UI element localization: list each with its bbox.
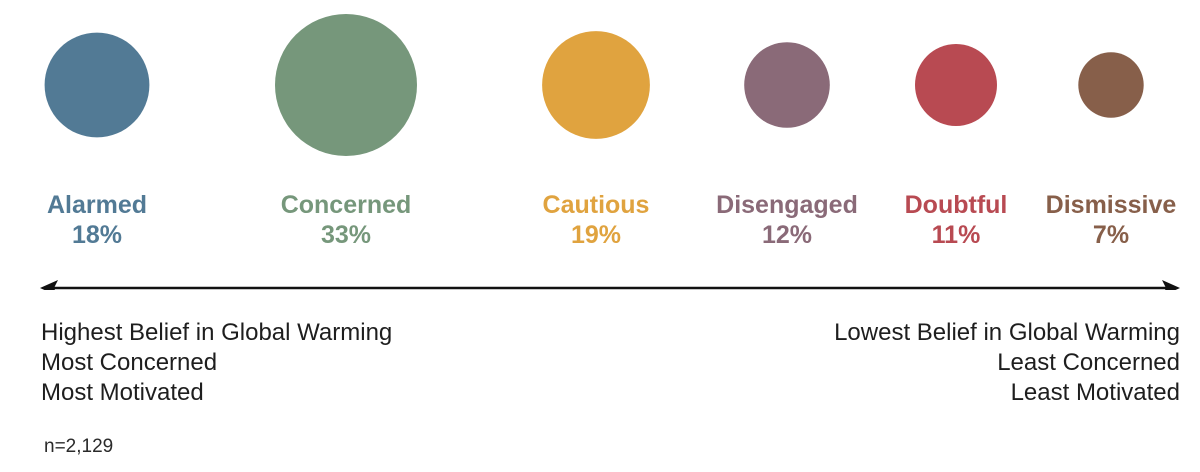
segment-name-cautious: Cautious [542, 191, 650, 219]
segment-label-dismissive: Dismissive 7% [1011, 190, 1200, 250]
bubble-concerned [275, 14, 417, 156]
segment-name-disengaged: Disengaged [716, 191, 858, 219]
segment-percent-doubtful: 11% [931, 221, 981, 249]
sample-size-note: n=2,129 [44, 436, 114, 457]
segment-label-concerned: Concerned 33% [246, 190, 446, 250]
bubble-cautious [542, 31, 650, 139]
right-line-2: Least Concerned [997, 349, 1180, 376]
right-line-1: Lowest Belief in Global Warming [834, 319, 1180, 346]
right-line-3: Least Motivated [1010, 379, 1180, 406]
left-end-description: Highest Belief in Global Warming Most Co… [41, 318, 392, 408]
segment-label-alarmed: Alarmed 18% [0, 190, 197, 250]
right-end-description: Lowest Belief in Global Warming Least Co… [834, 318, 1180, 408]
left-line-1: Highest Belief in Global Warming [41, 319, 393, 346]
segment-percent-dismissive: 7% [1092, 221, 1130, 249]
segment-name-concerned: Concerned [280, 191, 412, 219]
bubble-dismissive [1078, 52, 1144, 118]
axis-arrow [40, 280, 1180, 290]
bubble-chart [40, 14, 1180, 290]
segment-percent-alarmed: 18% [71, 221, 123, 249]
segment-name-doubtful: Doubtful [904, 191, 1008, 219]
bubble-alarmed [44, 32, 150, 138]
right-arrowhead [1162, 280, 1180, 290]
bubble-disengaged [744, 42, 830, 128]
segment-label-cautious: Cautious 19% [496, 190, 696, 250]
segment-name-alarmed: Alarmed [46, 191, 148, 219]
segment-label-doubtful: Doubtful 11% [856, 190, 1056, 250]
left-line-2: Most Concerned [41, 349, 218, 376]
left-arrowhead [40, 280, 58, 290]
segment-percent-cautious: 19% [570, 221, 622, 249]
segment-name-dismissive: Dismissive [1045, 191, 1177, 219]
segment-label-disengaged: Disengaged 12% [687, 190, 887, 250]
segment-percent-disengaged: 12% [761, 221, 813, 249]
segment-percent-concerned: 33% [320, 221, 372, 249]
bubble-doubtful [915, 44, 997, 126]
left-line-3: Most Motivated [41, 379, 204, 406]
